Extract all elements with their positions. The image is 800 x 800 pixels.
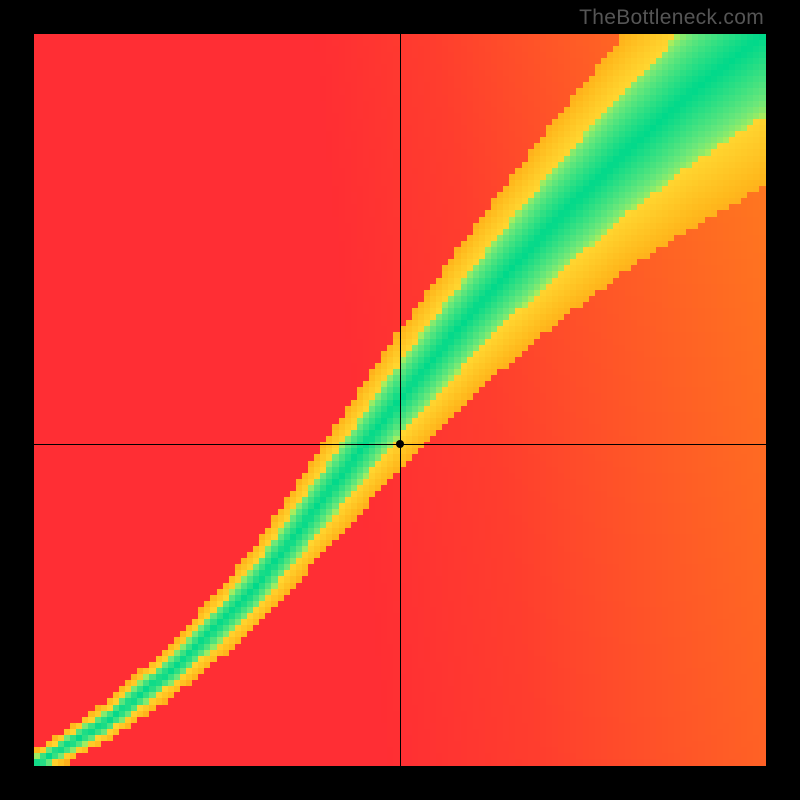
- watermark-text: TheBottleneck.com: [579, 6, 764, 30]
- crosshair-dot: [396, 440, 404, 448]
- crosshair-vertical: [400, 34, 401, 766]
- heatmap-plot: [34, 34, 766, 766]
